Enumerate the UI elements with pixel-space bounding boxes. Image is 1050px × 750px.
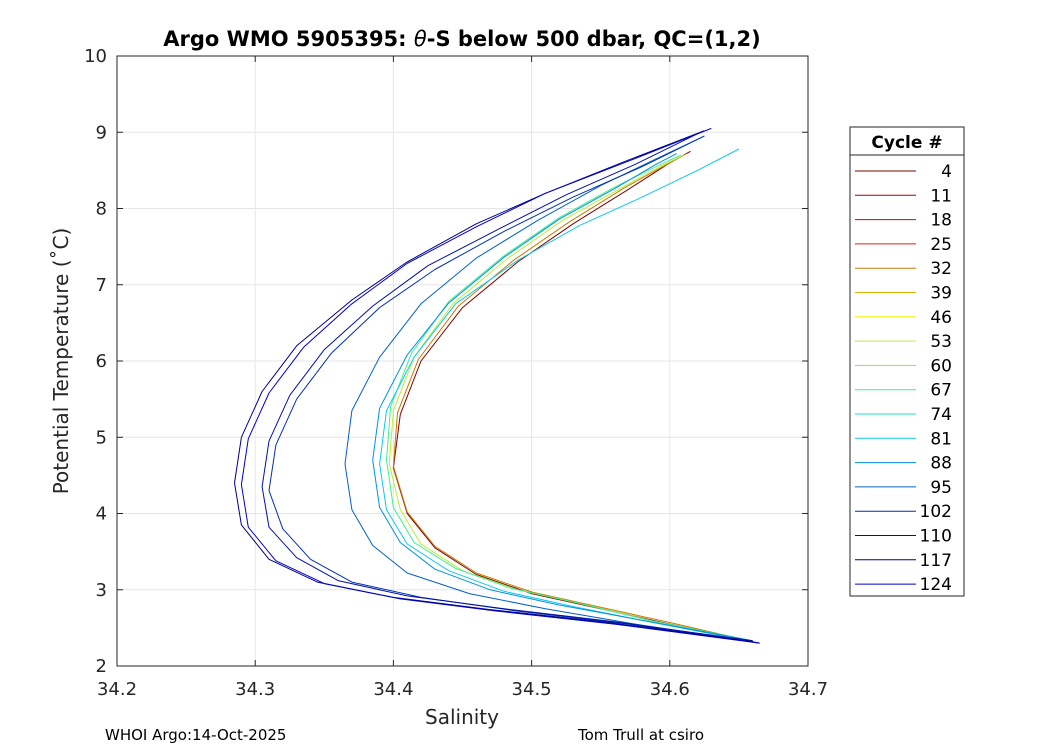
series-line-cycle-95 bbox=[344, 135, 760, 644]
x-tick-label: 34.4 bbox=[373, 679, 413, 700]
legend: Cycle # 4 11 18 25 32 39 46 53 60 67 74 81 88 95 102 11… bbox=[849, 126, 965, 597]
chart-title: Argo WMO 5905395: θ-S below 500 dbar, QC… bbox=[163, 27, 760, 51]
y-tick-label: 3 bbox=[96, 580, 107, 601]
legend-label: 32 bbox=[930, 259, 952, 279]
legend-label: 81 bbox=[930, 429, 952, 449]
legend-items: 4 11 18 25 32 39 46 53 60 67 74 81 88 95 102 110 117 124 bbox=[855, 162, 952, 595]
legend-label: 60 bbox=[930, 356, 952, 376]
series-line-cycle-67 bbox=[386, 154, 753, 642]
x-tick-label: 34.2 bbox=[97, 679, 137, 700]
legend-label: 88 bbox=[930, 454, 952, 474]
x-tick-labels: 34.2 34.3 34.4 34.5 34.6 34.7 bbox=[97, 679, 828, 700]
series-line-cycle-81 bbox=[379, 148, 760, 644]
legend-label: 46 bbox=[930, 308, 952, 328]
legend-label: 11 bbox=[930, 186, 952, 206]
series-line-cycle-32 bbox=[392, 153, 753, 643]
legend-title: Cycle # bbox=[871, 133, 942, 153]
footer-left: WHOI Argo:14-Oct-2025 bbox=[105, 726, 286, 744]
series-line-cycle-117 bbox=[234, 130, 753, 643]
y-axis-label: Potential Temperature (˚C) bbox=[49, 228, 73, 495]
y-tick-label: 9 bbox=[96, 122, 107, 143]
x-tick-label: 34.5 bbox=[512, 679, 552, 700]
legend-label: 18 bbox=[930, 211, 952, 231]
legend-box bbox=[849, 126, 965, 597]
legend-label: 102 bbox=[920, 502, 952, 522]
legend-label: 117 bbox=[920, 551, 952, 571]
legend-label: 4 bbox=[941, 162, 952, 182]
y-tick-label: 5 bbox=[96, 427, 107, 448]
x-axis-label: Salinity bbox=[425, 705, 499, 729]
legend-label: 53 bbox=[930, 332, 952, 352]
series-line-cycle-110 bbox=[261, 133, 753, 642]
y-tick-label: 6 bbox=[96, 351, 107, 372]
legend-label: 95 bbox=[930, 478, 952, 498]
legend-label: 74 bbox=[930, 405, 952, 425]
series-line-cycle-88 bbox=[372, 153, 753, 642]
x-tick-label: 34.6 bbox=[650, 679, 690, 700]
footer-right: Tom Trull at csiro bbox=[577, 726, 704, 744]
x-tick-label: 34.7 bbox=[788, 679, 828, 700]
x-tick-label: 34.3 bbox=[235, 679, 275, 700]
y-tick-label: 2 bbox=[96, 656, 107, 677]
y-tick-label: 4 bbox=[96, 504, 107, 525]
y-tick-labels: 2 3 4 5 6 7 8 9 10 bbox=[84, 46, 107, 677]
y-tick-label: 8 bbox=[96, 199, 107, 220]
legend-label: 25 bbox=[930, 235, 952, 255]
y-tick-label: 7 bbox=[96, 275, 107, 296]
legend-label: 124 bbox=[920, 575, 952, 595]
tick-marks bbox=[116, 55, 809, 667]
series-layer bbox=[234, 127, 760, 644]
legend-label: 67 bbox=[930, 381, 952, 401]
legend-label: 39 bbox=[930, 284, 952, 304]
series-line-cycle-124 bbox=[240, 127, 760, 644]
series-line-cycle-4 bbox=[392, 150, 760, 644]
y-tick-label: 10 bbox=[84, 46, 107, 67]
legend-label: 110 bbox=[920, 527, 952, 547]
